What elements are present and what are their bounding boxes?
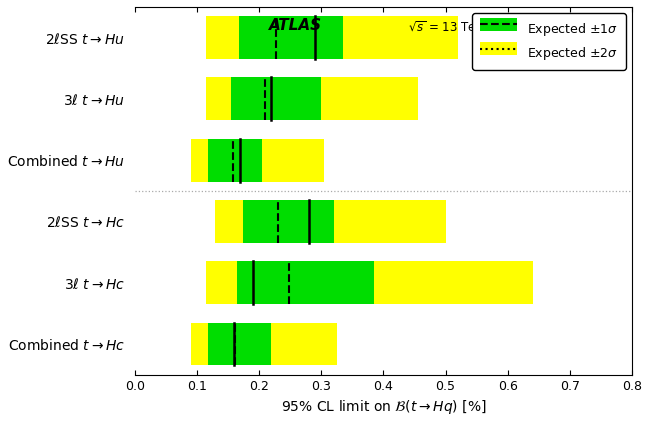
X-axis label: 95% CL limit on $\mathcal{B}(t \rightarrow Hq)$ [%]: 95% CL limit on $\mathcal{B}(t \rightarr…: [280, 398, 486, 416]
Bar: [206, 77, 417, 120]
Text: $\sqrt{s}$ = 13 TeV, 36.1 fb$^{-1}$: $\sqrt{s}$ = 13 TeV, 36.1 fb$^{-1}$: [408, 18, 546, 36]
Bar: [208, 323, 271, 365]
Bar: [206, 261, 533, 304]
Bar: [238, 261, 374, 304]
Bar: [231, 77, 321, 120]
Bar: [206, 16, 458, 59]
Bar: [191, 139, 324, 181]
Bar: [215, 200, 445, 243]
Legend: Expected $\pm1\sigma$, Expected $\pm2\sigma$: Expected $\pm1\sigma$, Expected $\pm2\si…: [472, 13, 626, 70]
Bar: [191, 323, 337, 365]
Text: ATLAS: ATLAS: [269, 18, 322, 33]
Bar: [243, 200, 334, 243]
Bar: [239, 16, 343, 59]
Bar: [208, 139, 262, 181]
